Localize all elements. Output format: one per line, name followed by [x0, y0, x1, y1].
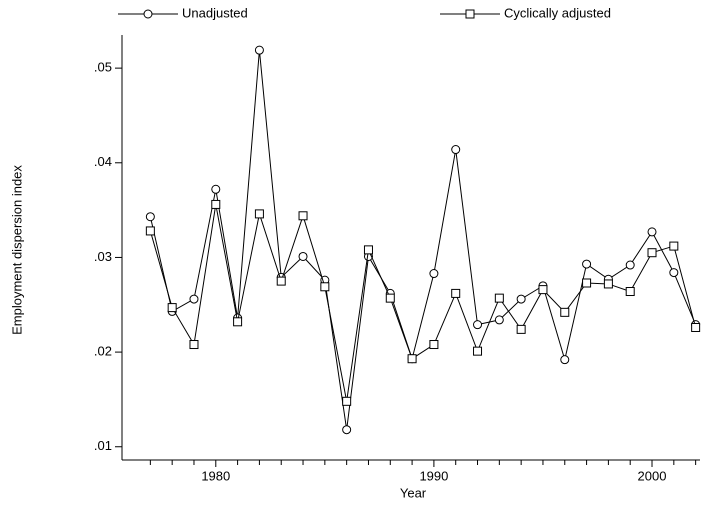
point	[669, 241, 679, 251]
point	[298, 211, 308, 221]
point	[691, 322, 701, 332]
point	[385, 293, 395, 303]
point	[145, 226, 155, 236]
y-tick-label: .02	[94, 344, 112, 359]
point	[298, 251, 308, 261]
point	[494, 315, 504, 325]
point	[473, 320, 483, 330]
point	[473, 346, 483, 356]
point	[189, 340, 199, 350]
point	[451, 288, 461, 298]
point	[189, 294, 199, 304]
y-tick-label: .03	[94, 249, 112, 264]
point	[342, 396, 352, 406]
point	[625, 287, 635, 297]
legend-label: Unadjusted	[182, 5, 248, 20]
point	[145, 212, 155, 222]
point	[363, 245, 373, 255]
point	[429, 269, 439, 279]
point	[451, 145, 461, 155]
point	[429, 340, 439, 350]
legend-label: Cyclically adjusted	[504, 5, 611, 20]
y-tick-label: .05	[94, 60, 112, 75]
legend-marker	[143, 9, 153, 19]
point	[254, 45, 264, 55]
series-line	[149, 50, 697, 430]
point	[342, 425, 352, 435]
point	[538, 285, 548, 295]
point	[560, 355, 570, 365]
point	[516, 294, 526, 304]
point	[494, 293, 504, 303]
point	[603, 279, 613, 289]
x-tick-label: 2000	[638, 468, 667, 483]
point	[407, 354, 417, 364]
x-tick-label: 1980	[201, 468, 230, 483]
point	[669, 268, 679, 278]
y-tick-label: .01	[94, 438, 112, 453]
point	[582, 259, 592, 269]
point	[625, 260, 635, 270]
point	[167, 303, 177, 313]
legend-marker	[465, 9, 475, 19]
point	[211, 199, 221, 209]
point	[647, 248, 657, 258]
point	[560, 307, 570, 317]
x-axis-label: Year	[400, 485, 427, 500]
y-axis-label: Employment dispersion index	[9, 165, 24, 335]
point	[211, 184, 221, 194]
point	[582, 278, 592, 288]
point	[276, 276, 286, 286]
x-tick-label: 1990	[419, 468, 448, 483]
point	[320, 282, 330, 292]
point	[647, 227, 657, 237]
y-tick-label: .04	[94, 154, 112, 169]
series-line	[149, 204, 697, 402]
point	[516, 324, 526, 334]
point	[254, 209, 264, 219]
point	[233, 317, 243, 327]
